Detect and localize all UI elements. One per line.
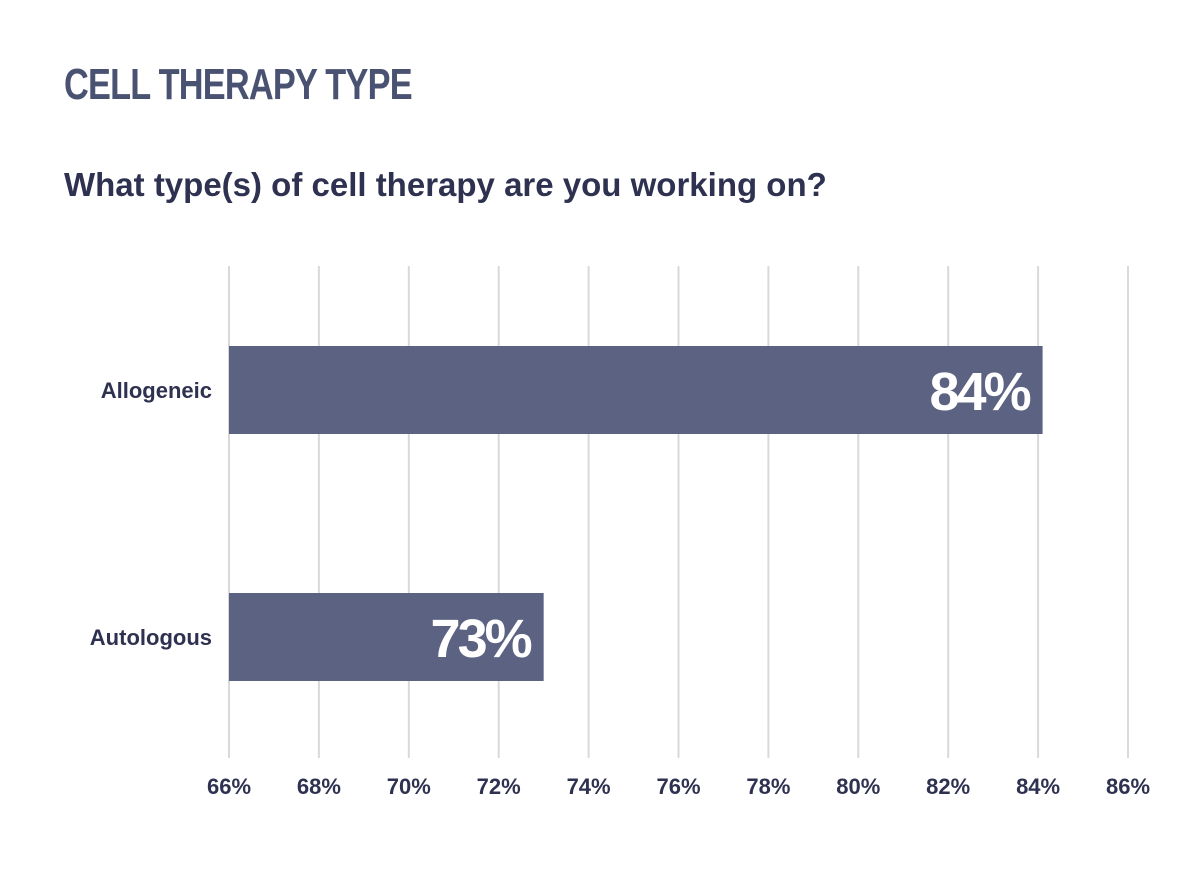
chart-title: CELL THERAPY TYPE: [64, 60, 413, 109]
bars: 84% 73%: [229, 346, 1043, 681]
category-label: Autologous: [90, 625, 212, 650]
category-labels: Allogeneic Autologous: [90, 378, 212, 650]
x-tick-label: 68%: [297, 774, 341, 799]
x-tick-label: 80%: [836, 774, 880, 799]
x-tick-label: 84%: [1016, 774, 1060, 799]
chart-subtitle: What type(s) of cell therapy are you wor…: [64, 166, 827, 203]
gridlines: [228, 266, 1129, 758]
category-label: Allogeneic: [101, 378, 212, 403]
x-tick-label: 70%: [387, 774, 431, 799]
bar: [229, 346, 1043, 434]
x-tick-label: 72%: [477, 774, 521, 799]
x-axis-ticks: 66% 68% 70% 72% 74% 76% 78% 80% 82% 84% 86%: [207, 774, 1150, 799]
x-tick-label: 74%: [567, 774, 611, 799]
x-tick-label: 66%: [207, 774, 251, 799]
x-tick-label: 86%: [1106, 774, 1150, 799]
bar-value-label: 73%: [431, 609, 532, 669]
x-tick-label: 82%: [926, 774, 970, 799]
x-tick-label: 76%: [656, 774, 700, 799]
bar: [229, 593, 544, 681]
bar-value-label: 84%: [930, 362, 1031, 422]
x-tick-label: 78%: [746, 774, 790, 799]
